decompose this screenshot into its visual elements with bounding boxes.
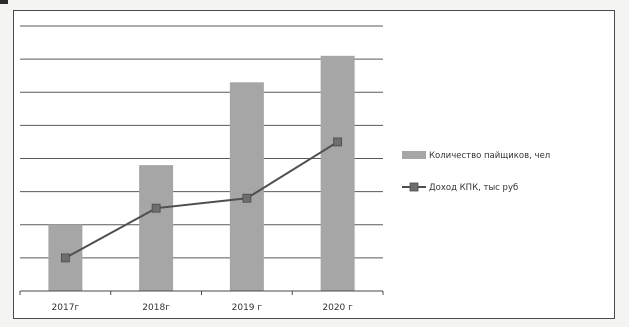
x-tick-label: 2018г — [142, 303, 170, 313]
x-axis — [19, 290, 384, 295]
x-tick-label: 2019 г — [232, 303, 263, 313]
x-tick-labels: 2017г 2018г 2019 г 2020 г — [52, 303, 354, 313]
x-tick-label: 2017г — [52, 303, 80, 313]
cropped-heading-fragment — [0, 0, 8, 4]
legend: Количество пайщиков, чел Доход КПК, тыс р… — [402, 151, 550, 193]
legend-swatch-marker — [409, 182, 419, 192]
chart-frame — [13, 10, 615, 319]
line-point-marker — [60, 253, 70, 263]
x-tick-label: 2020 г — [322, 303, 353, 313]
line-point-marker — [333, 137, 343, 147]
line-point-marker — [242, 193, 252, 203]
legend-swatch-bar — [402, 151, 426, 159]
bar — [320, 55, 355, 291]
bar-series — [48, 55, 355, 291]
bar — [139, 165, 174, 291]
line-point-marker — [151, 203, 161, 213]
line-path — [64, 141, 339, 259]
bar — [229, 82, 264, 291]
legend-label-bar: Количество пайщиков, чел — [429, 151, 550, 161]
legend-label-line: Доход КПК, тыс руб — [429, 183, 518, 193]
line-series — [60, 137, 343, 263]
